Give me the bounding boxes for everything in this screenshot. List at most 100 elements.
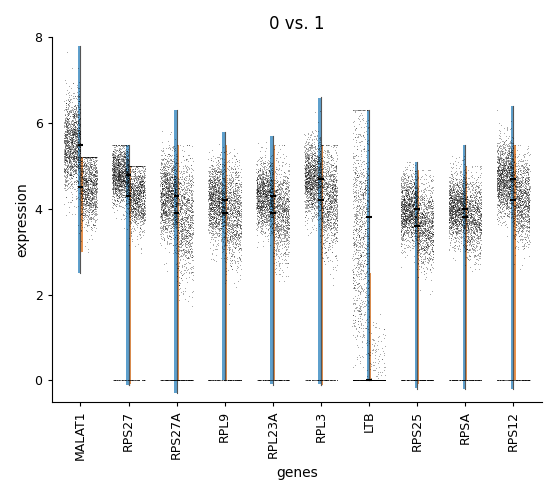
Point <box>373 376 382 384</box>
Point <box>212 224 221 232</box>
Point <box>425 199 434 207</box>
Point <box>176 205 185 213</box>
Point <box>498 198 507 205</box>
Point <box>460 223 468 231</box>
Point <box>236 376 245 384</box>
Point <box>254 156 263 164</box>
Point <box>174 195 183 202</box>
Point <box>268 164 277 172</box>
Point <box>368 376 377 384</box>
Point <box>404 214 413 222</box>
Point <box>60 171 69 179</box>
Point <box>160 172 169 180</box>
Point <box>369 376 378 384</box>
Point <box>75 156 84 164</box>
Point <box>397 181 405 189</box>
Point <box>232 213 241 221</box>
Point <box>130 171 139 179</box>
Point <box>372 376 381 384</box>
Point <box>125 210 134 218</box>
Point <box>208 146 217 153</box>
Point <box>80 198 89 205</box>
Point <box>252 204 261 212</box>
Point <box>305 174 314 182</box>
Point <box>473 213 482 221</box>
Point <box>349 233 358 241</box>
Point <box>508 181 517 189</box>
Point <box>84 184 93 192</box>
Point <box>403 188 412 196</box>
Point <box>61 155 70 163</box>
Point <box>253 199 262 207</box>
Point <box>348 106 357 114</box>
Point <box>136 176 145 184</box>
Point <box>518 181 527 189</box>
Point <box>453 202 462 210</box>
Point <box>162 152 171 160</box>
Point <box>127 186 136 194</box>
Point <box>90 168 99 176</box>
Point <box>80 172 89 180</box>
Point <box>126 199 135 207</box>
Point <box>403 183 412 191</box>
Point <box>312 182 321 190</box>
Point <box>473 223 482 231</box>
Point <box>206 219 215 227</box>
Point <box>124 178 133 186</box>
Point <box>427 255 436 263</box>
Point <box>228 237 237 245</box>
Point <box>323 208 331 216</box>
Point <box>62 105 71 113</box>
Point <box>224 171 233 179</box>
Point <box>475 204 484 212</box>
Point <box>136 224 145 232</box>
Point <box>471 218 480 226</box>
Point <box>161 208 170 216</box>
Point <box>130 226 139 234</box>
Point <box>119 181 128 189</box>
Point <box>463 211 472 219</box>
Point <box>349 182 358 190</box>
Point <box>378 376 387 384</box>
Point <box>511 251 520 259</box>
Point <box>506 159 515 167</box>
Point <box>130 198 139 206</box>
Point <box>130 162 139 170</box>
Point <box>69 151 77 159</box>
Point <box>301 165 310 173</box>
Point <box>282 196 291 203</box>
Point <box>380 376 389 384</box>
Point <box>505 159 514 167</box>
Point <box>307 186 316 194</box>
Point <box>162 376 171 384</box>
Point <box>218 210 227 218</box>
Point <box>358 376 367 384</box>
Point <box>307 164 316 172</box>
Point <box>140 162 149 170</box>
Point <box>127 181 136 189</box>
Point <box>67 138 76 146</box>
Point <box>317 160 326 168</box>
Point <box>517 192 526 200</box>
Point <box>520 376 529 384</box>
Point <box>518 214 527 222</box>
Point <box>471 376 480 384</box>
Point <box>75 152 84 160</box>
Point <box>265 176 274 184</box>
Point <box>258 196 267 203</box>
Point <box>398 202 407 210</box>
Point <box>210 166 219 174</box>
Point <box>265 176 274 184</box>
Point <box>446 185 455 193</box>
Point <box>398 236 407 244</box>
Point <box>78 209 87 217</box>
Point <box>215 203 224 211</box>
Point <box>459 195 468 202</box>
Point <box>319 222 328 230</box>
Point <box>117 193 126 200</box>
Point <box>267 207 276 215</box>
Point <box>70 107 79 115</box>
Point <box>360 133 369 141</box>
Point <box>361 183 370 191</box>
Point <box>167 198 175 206</box>
